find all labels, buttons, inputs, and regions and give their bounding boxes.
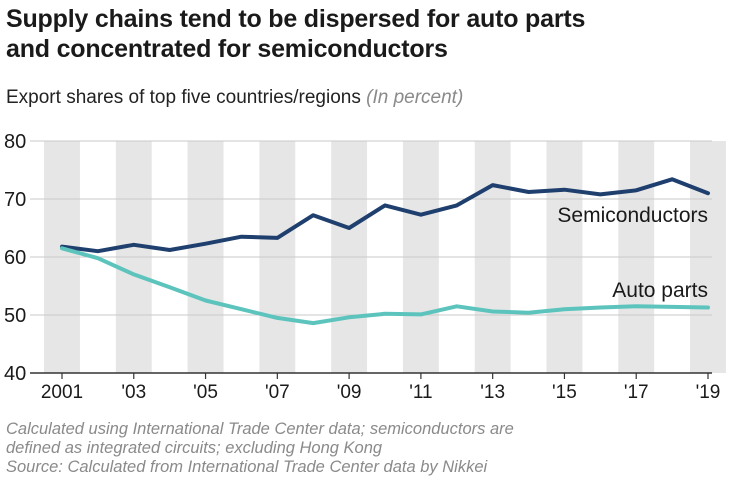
x-tick-label-2001: 2001 <box>41 382 83 403</box>
series-lines <box>60 177 710 326</box>
footnotes: Calculated using International Trade Cen… <box>6 420 736 477</box>
series-line-auto-parts <box>60 246 710 326</box>
series-label-semiconductors: Semiconductors <box>557 204 708 227</box>
y-tick-label-80: 80 <box>4 131 26 153</box>
line-chart: 40 50 60 70 80 2001 '03 '05 '07 '09 '11 '13 '15 '17 '… <box>4 131 726 403</box>
source-line: Source: Calculated from International Tr… <box>6 458 488 476</box>
x-tick-label-2015: '15 <box>552 382 577 403</box>
series-label-auto-parts: Auto parts <box>612 279 708 302</box>
y-axis-ticks: 40 50 60 70 80 <box>4 131 26 385</box>
note-line-1: Calculated using International Trade Cen… <box>6 420 514 438</box>
y-tick-label-60: 60 <box>4 247 26 269</box>
series-line-semiconductors <box>60 177 710 254</box>
x-tick-label-2011: '11 <box>409 382 432 403</box>
unit-label: (In percent) <box>366 87 464 108</box>
y-tick-label-70: 70 <box>4 189 26 211</box>
title-line-1: Supply chains tend to be dispersed for a… <box>6 5 586 33</box>
x-tick-label-2019: '19 <box>696 382 721 403</box>
x-tick-label-2017: '17 <box>624 382 649 403</box>
x-tick-label-2007: '07 <box>265 382 290 403</box>
title-line-2: and concentrated for semiconductors <box>6 35 448 63</box>
y-tick-label-50: 50 <box>4 305 26 327</box>
chart-title: Supply chains tend to be dispersed for a… <box>6 4 736 64</box>
x-tick-label-2009: '09 <box>337 382 362 403</box>
x-axis-ticks: 2001 '03 '05 '07 '09 '11 '13 '15 '17 '19 <box>41 382 721 403</box>
x-tick-label-2005: '05 <box>193 382 218 403</box>
x-tick-label-2003: '03 <box>121 382 146 403</box>
series-labels: Semiconductors Auto parts <box>557 204 708 302</box>
x-tick-label-2013: '13 <box>480 382 505 403</box>
note-line-2: defined as integrated circuits; excludin… <box>6 439 383 457</box>
y-tick-label-40: 40 <box>4 363 26 385</box>
subtitle-text: Export shares of top five countries/regi… <box>6 87 361 108</box>
chart-subtitle: Export shares of top five countries/regi… <box>6 86 463 110</box>
gridlines <box>30 140 712 379</box>
